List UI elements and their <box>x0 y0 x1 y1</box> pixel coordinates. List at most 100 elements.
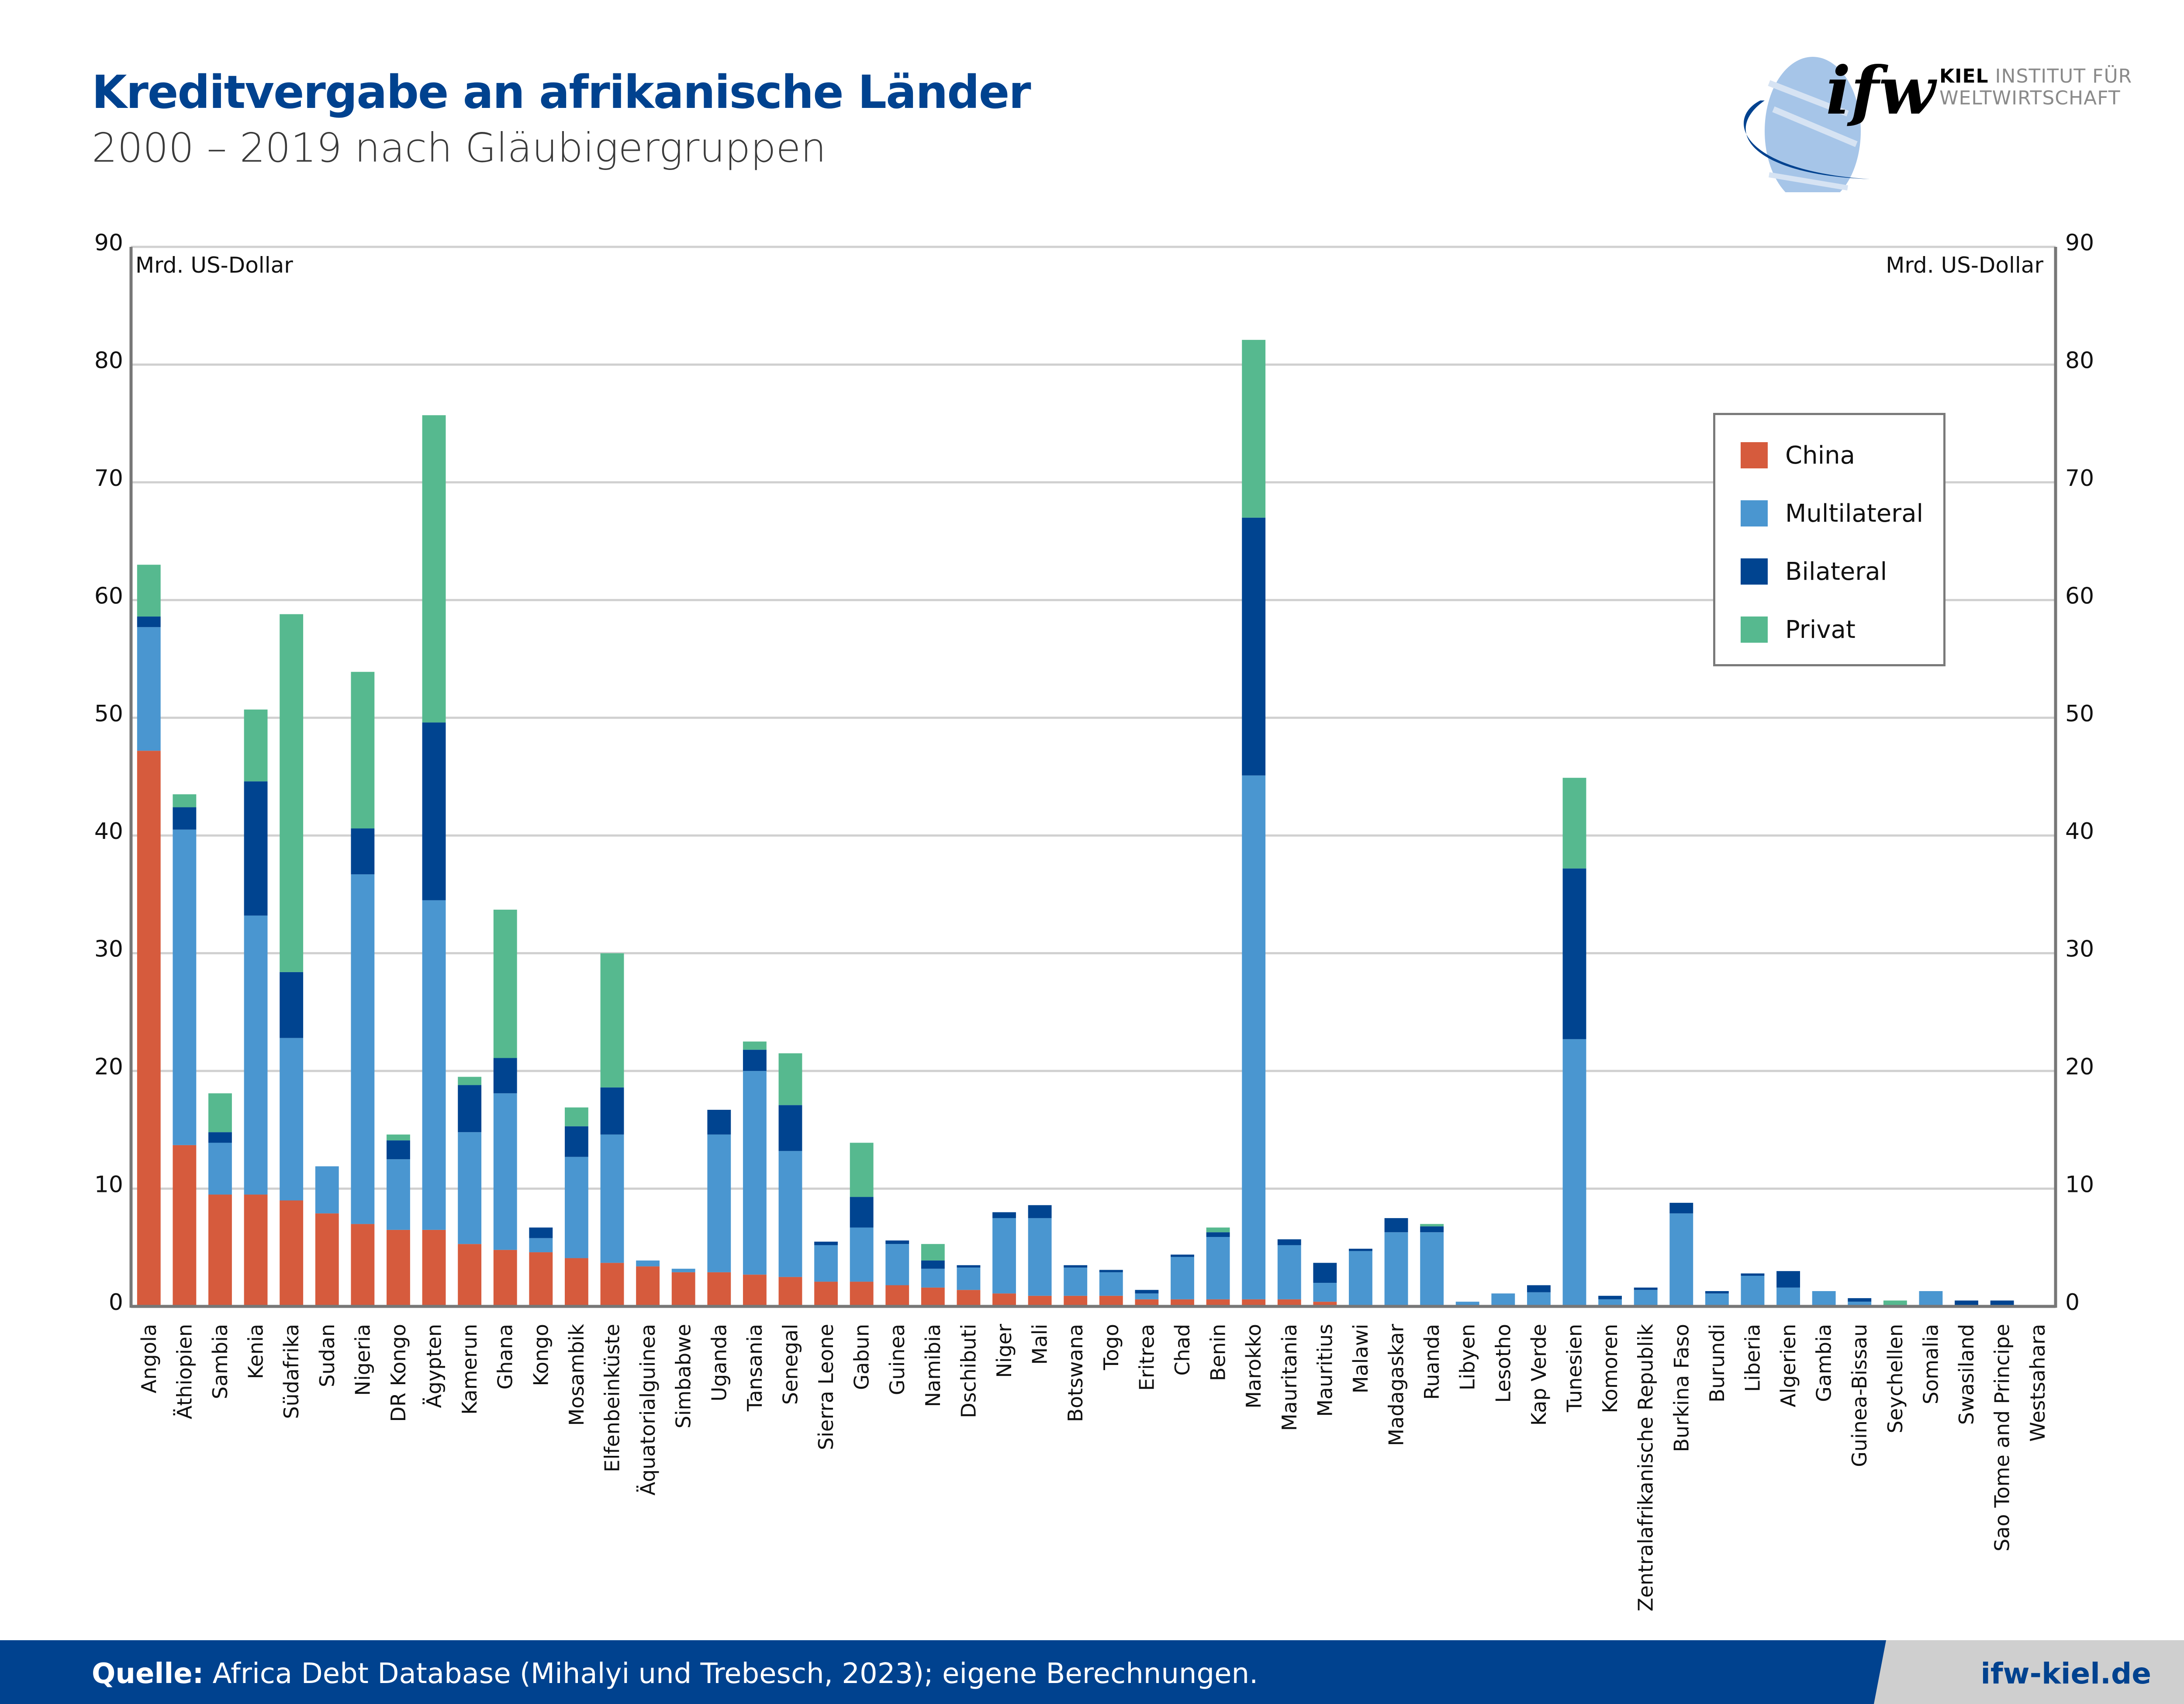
x-tick-label: Burundi <box>1705 1324 1729 1403</box>
bar-segment-multilateral <box>137 627 161 751</box>
bar-segment-china <box>850 1281 874 1306</box>
bar-segment-china <box>280 1200 304 1306</box>
x-tick-label: Togo <box>1099 1324 1123 1371</box>
bar-segment-multilateral <box>351 874 375 1224</box>
legend-item-privat: Privat <box>1741 615 1856 644</box>
bar-segment-multilateral <box>1099 1272 1123 1296</box>
bar-segment-bilateral <box>1776 1271 1800 1288</box>
bar-segment-multilateral <box>850 1227 874 1282</box>
bar-segment-china <box>1135 1299 1159 1306</box>
bar-segment-multilateral <box>1384 1232 1408 1306</box>
x-tick-label: Chad <box>1171 1324 1194 1376</box>
bar-segment-bilateral <box>1171 1254 1194 1257</box>
logo-kiel: KIEL <box>1939 65 1989 87</box>
bar-segment-bilateral <box>1420 1226 1444 1233</box>
bar-segment-multilateral <box>493 1093 517 1250</box>
bar-segment-china <box>1242 1299 1266 1306</box>
gridlines <box>131 246 2056 1190</box>
bar-segment-multilateral <box>814 1245 838 1282</box>
bar-segment-china <box>422 1230 446 1306</box>
bar-segment-china <box>564 1258 588 1306</box>
bar-segment-multilateral <box>1455 1302 1479 1306</box>
website-link[interactable]: ifw-kiel.de <box>1980 1657 2151 1690</box>
bar-segment-bilateral <box>1562 868 1586 1039</box>
bar-segment-bilateral <box>600 1087 624 1135</box>
bar-segment-china <box>921 1287 945 1306</box>
legend-swatch-bilateral <box>1741 558 1768 585</box>
bar-segment-multilateral <box>1634 1290 1658 1306</box>
bar-segment-multilateral <box>707 1134 731 1272</box>
bar-segment-multilateral <box>315 1166 339 1214</box>
y-tick-label-left: 40 <box>94 818 123 845</box>
bar-segment-bilateral <box>1313 1263 1337 1283</box>
bar-segment-multilateral <box>422 900 446 1230</box>
y-tick-label-right: 40 <box>2065 818 2094 845</box>
bar-segment-multilateral <box>1776 1287 1800 1306</box>
bar-segment-privat <box>137 565 161 617</box>
bar-segment-bilateral <box>458 1085 482 1133</box>
footer: Quelle: Africa Debt Database (Mihalyi un… <box>0 1640 2184 1704</box>
x-tick-label: Ägypten <box>422 1324 446 1408</box>
x-tick-label: Ghana <box>494 1324 517 1389</box>
bar-segment-multilateral <box>1242 775 1266 1299</box>
bar-segment-multilateral <box>1491 1293 1515 1306</box>
bar-segment-multilateral <box>600 1134 624 1263</box>
bar-segment-bilateral <box>778 1105 802 1151</box>
x-tick-label: Dschibuti <box>957 1324 980 1418</box>
legend-label-privat: Privat <box>1785 615 1856 644</box>
bar-segment-bilateral <box>1634 1287 1658 1290</box>
x-tick-label: Somalia <box>1919 1324 1942 1404</box>
y-axis-right-ticks: 0 10 20 30 40 50 60 70 80 90 <box>2065 230 2094 1316</box>
bar-segment-privat <box>493 909 517 1058</box>
bar-segment-multilateral <box>671 1268 695 1272</box>
bar-segment-china <box>707 1272 731 1306</box>
bar-segment-china <box>1206 1299 1230 1306</box>
x-tick-label: Namibia <box>921 1324 945 1407</box>
bar-segment-multilateral <box>387 1159 410 1230</box>
bar-segment-multilateral <box>564 1157 588 1258</box>
bar-segment-privat <box>351 672 375 829</box>
bar-segment-privat <box>387 1134 410 1141</box>
x-axis-labels: Angola Äthiopien Sambia Kenia Südafrika Sudan… <box>137 1324 2049 1612</box>
x-tick-label: Simbabwe <box>672 1324 695 1428</box>
bar-segment-china <box>315 1213 339 1306</box>
y-tick-label-left: 30 <box>94 936 123 963</box>
x-tick-label: Burkina Faso <box>1669 1324 1693 1452</box>
legend-item-bilateral: Bilateral <box>1741 557 1887 586</box>
bar-segment-privat <box>1420 1224 1444 1226</box>
bar-segment-bilateral <box>1741 1273 1765 1276</box>
bar-segment-privat <box>458 1077 482 1085</box>
footer-url-panel: ifw-kiel.de <box>1874 1640 2184 1704</box>
y-axis-unit-right: Mrd. US-Dollar <box>1886 253 2043 278</box>
x-tick-label: Sambia <box>208 1324 232 1399</box>
legend: China Multilateral Bilateral Privat <box>1713 413 1946 666</box>
ifw-logo[interactable]: ifw KIEL INSTITUT FÜR WELTWIRTSCHAFT <box>1725 44 2162 192</box>
x-tick-label: Kamerun <box>458 1324 481 1415</box>
x-tick-label: Nigeria <box>351 1324 374 1396</box>
x-tick-label: Marokko <box>1242 1324 1265 1409</box>
bar-segment-bilateral <box>850 1197 874 1228</box>
logo-weltwirtschaft: WELTWIRTSCHAFT <box>1939 87 2121 109</box>
bar-segment-bilateral <box>992 1212 1016 1218</box>
bar-segment-bilateral <box>1705 1291 1729 1294</box>
bar-segment-bilateral <box>208 1132 232 1143</box>
x-tick-label: Kongo <box>529 1324 553 1386</box>
bar-segment-china <box>458 1244 482 1306</box>
bar-segment-bilateral <box>743 1049 767 1071</box>
bar-segment-multilateral <box>1420 1232 1444 1306</box>
bar-segment-bilateral <box>173 807 197 830</box>
bar-segment-china <box>600 1263 624 1306</box>
bar-segment-privat <box>244 709 268 782</box>
legend-item-multilateral: Multilateral <box>1741 499 1924 528</box>
logo-institut: INSTITUT FÜR <box>1988 65 2132 87</box>
bar-segment-bilateral <box>957 1265 981 1268</box>
bar-segment-multilateral <box>778 1151 802 1277</box>
bar-segment-bilateral <box>1135 1290 1159 1294</box>
bar-segment-privat <box>208 1093 232 1133</box>
legend-label-bilateral: Bilateral <box>1785 557 1887 586</box>
legend-label-multilateral: Multilateral <box>1785 499 1924 528</box>
x-tick-label: Sao Tome and Principe <box>1990 1324 2014 1552</box>
y-tick-label-right: 10 <box>2065 1172 2094 1198</box>
y-axis-unit-left: Mrd. US-Dollar <box>135 253 293 278</box>
